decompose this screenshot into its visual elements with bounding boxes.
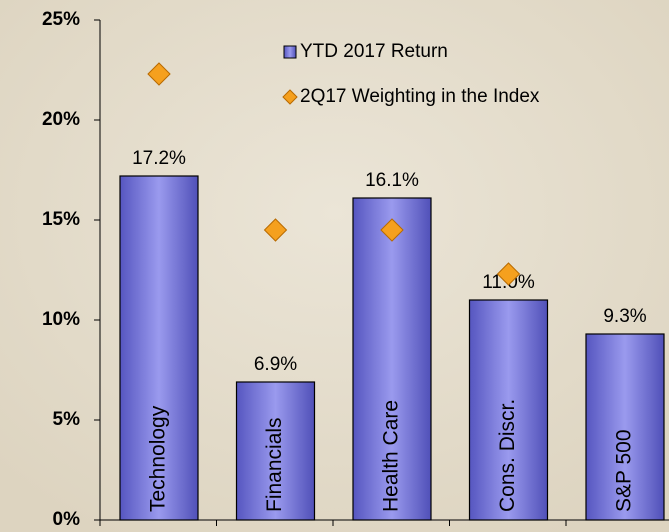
y-tick-label: 25%	[42, 9, 80, 30]
bar-value-label: 9.3%	[603, 306, 646, 327]
y-tick-label: 0%	[53, 509, 81, 530]
legend-label: 2Q17 Weighting in the Index	[300, 86, 540, 107]
legend-label: YTD 2017 Return	[300, 41, 448, 62]
category-label: Technology	[147, 405, 170, 512]
x-axis-ticks	[99, 520, 567, 526]
bar	[119, 175, 199, 521]
bar	[352, 197, 432, 521]
category-label: Financials	[263, 417, 286, 512]
bar	[468, 299, 549, 521]
category-label: S&P 500	[613, 429, 636, 512]
y-tick-label: 15%	[42, 209, 80, 230]
diamond-marker	[496, 262, 521, 286]
diamond-marker	[380, 218, 404, 242]
y-tick-label: 5%	[53, 409, 81, 430]
y-tick-label: 10%	[42, 309, 80, 330]
category-label: Cons. Discr.	[496, 399, 519, 512]
bar	[585, 333, 665, 521]
legend-swatch	[282, 89, 298, 105]
diamond-marker	[263, 218, 288, 242]
legend-swatch	[283, 45, 297, 59]
bar-value-label: 17.2%	[132, 148, 186, 169]
bar-value-label: 6.9%	[254, 354, 297, 375]
diamond-marker	[147, 62, 171, 86]
y-tick-label: 20%	[42, 109, 80, 130]
bar	[235, 381, 316, 521]
category-label: Health Care	[380, 400, 403, 512]
bar-value-label: 16.1%	[365, 170, 419, 191]
